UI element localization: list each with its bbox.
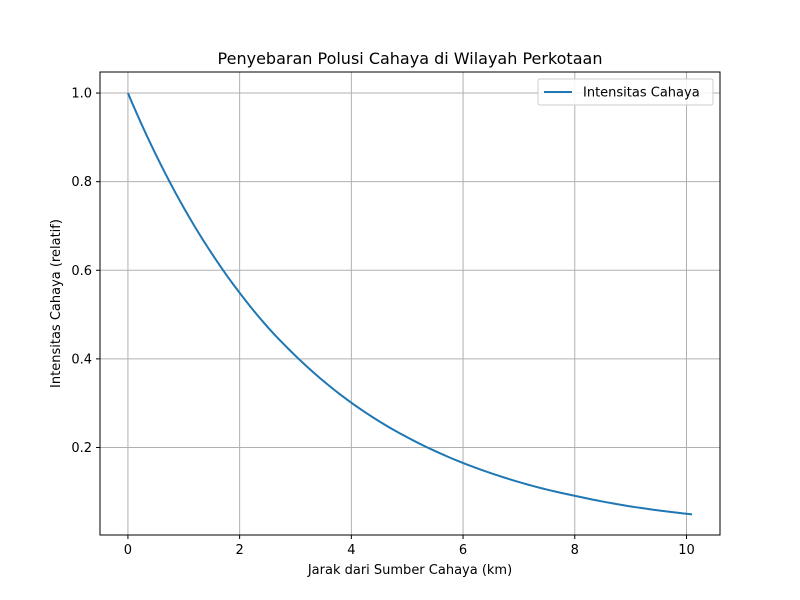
y-axis-label: Intensitas Cahaya (relatif) [49,219,64,388]
legend: Intensitas Cahaya [537,78,714,106]
x-tick-label: 4 [347,543,355,558]
x-tick-label: 8 [571,543,579,558]
legend-box [537,78,714,106]
y-tick-label: 0.2 [71,441,92,456]
y-tick-label: 0.6 [71,264,92,279]
ticks: 0 2 4 6 8 10 0.2 0.4 0.6 0.8 1.0 [71,87,694,558]
plot-area [127,92,693,516]
axes-frame [99,71,721,536]
series-line [127,92,693,516]
legend-label: Intensitas Cahaya [583,86,700,101]
x-axis-label: Jarak dari Sumber Cahaya (km) [307,563,512,578]
x-tick-label: 2 [235,543,243,558]
y-tick-label: 1.0 [71,87,92,102]
x-tick-label: 10 [678,543,695,558]
y-tick-label: 0.4 [71,352,92,367]
chart-title: Penyebaran Polusi Cahaya di Wilayah Perk… [218,49,603,68]
x-tick-label: 0 [124,543,132,558]
y-tick-label: 0.8 [71,175,92,190]
x-tick-label: 6 [459,543,467,558]
